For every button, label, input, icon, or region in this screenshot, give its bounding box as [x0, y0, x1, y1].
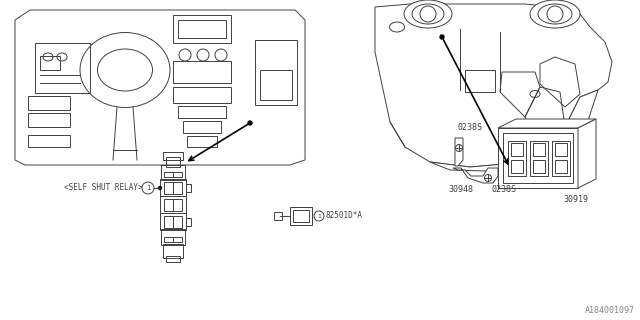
Bar — [163, 152, 183, 160]
Ellipse shape — [404, 0, 452, 28]
Bar — [555, 160, 567, 173]
Bar — [28, 113, 70, 127]
Bar — [161, 165, 185, 180]
Text: 82501D*A: 82501D*A — [326, 212, 363, 220]
Bar — [164, 199, 173, 211]
Circle shape — [547, 6, 563, 22]
Bar — [166, 256, 180, 262]
Polygon shape — [455, 138, 463, 166]
Bar — [511, 143, 523, 156]
Bar — [260, 70, 292, 100]
Polygon shape — [578, 119, 596, 188]
Ellipse shape — [538, 4, 572, 24]
Bar — [511, 160, 523, 173]
Circle shape — [314, 211, 324, 221]
Bar — [533, 160, 545, 173]
Bar — [183, 121, 221, 133]
Bar — [274, 212, 282, 220]
Text: A184001097: A184001097 — [585, 306, 635, 315]
Ellipse shape — [412, 4, 444, 24]
Circle shape — [440, 35, 444, 39]
Bar — [173, 15, 231, 43]
Bar — [173, 237, 182, 242]
Bar — [28, 96, 70, 110]
Circle shape — [420, 6, 436, 22]
Circle shape — [248, 121, 252, 125]
Bar — [164, 172, 173, 177]
Bar — [173, 216, 182, 228]
Bar — [508, 141, 526, 176]
Bar — [173, 199, 182, 211]
Text: 0238S: 0238S — [458, 124, 483, 132]
Bar — [164, 216, 173, 228]
Bar — [35, 43, 90, 93]
Polygon shape — [430, 90, 598, 172]
Bar — [173, 61, 231, 83]
Bar — [40, 56, 60, 70]
Bar — [166, 157, 180, 167]
Circle shape — [159, 187, 161, 189]
Circle shape — [456, 145, 463, 151]
Text: 0238S: 0238S — [491, 186, 516, 195]
Ellipse shape — [530, 0, 580, 28]
Bar — [164, 237, 173, 242]
Bar — [173, 182, 182, 194]
Bar — [160, 179, 186, 196]
Text: 1: 1 — [317, 213, 321, 219]
Polygon shape — [375, 4, 612, 167]
Bar — [187, 136, 217, 147]
Bar — [173, 172, 182, 177]
Bar — [290, 207, 312, 225]
Circle shape — [484, 174, 492, 181]
Polygon shape — [453, 168, 498, 183]
Text: <SELF SHUT RELAY>: <SELF SHUT RELAY> — [65, 183, 143, 193]
Bar — [173, 87, 231, 103]
Bar — [178, 20, 226, 38]
Text: 30919: 30919 — [563, 196, 588, 204]
Bar — [186, 184, 191, 192]
Bar — [28, 135, 70, 147]
Bar — [555, 143, 567, 156]
Bar — [293, 210, 309, 222]
Bar — [178, 106, 226, 118]
Circle shape — [142, 182, 154, 194]
Bar — [552, 141, 570, 176]
Bar — [255, 40, 297, 105]
Bar — [161, 229, 185, 245]
Bar — [186, 218, 191, 226]
Bar — [503, 133, 573, 183]
Bar — [163, 244, 183, 258]
Bar — [498, 128, 578, 188]
Bar — [533, 143, 545, 156]
Bar — [530, 141, 548, 176]
Text: 30948: 30948 — [448, 186, 473, 195]
Bar — [160, 213, 186, 230]
Polygon shape — [498, 119, 596, 128]
Text: 1: 1 — [146, 185, 150, 191]
Bar — [160, 196, 186, 213]
Bar — [164, 182, 173, 194]
